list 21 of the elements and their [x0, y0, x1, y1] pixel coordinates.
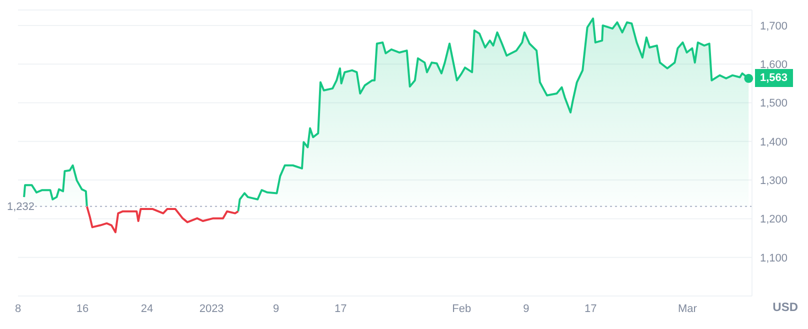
ref-line-label: 1,232 — [7, 201, 35, 214]
x-tick-label: 9 — [273, 302, 280, 315]
y-tick-label: 1,200 — [760, 214, 788, 226]
y-tick-label: 1,300 — [760, 174, 788, 187]
y-tick-label: 1,100 — [760, 252, 788, 264]
y-tick-label: 1,600 — [760, 59, 788, 72]
x-tick-label: 8 — [14, 302, 22, 315]
x-tick-label: 2023 — [199, 302, 224, 315]
x-tick-label: Mar — [678, 302, 698, 315]
x-tick-label: 24 — [140, 302, 154, 315]
annotation: 1,563 — [755, 69, 793, 88]
y-tick-label: 1,700 — [760, 20, 788, 32]
x-tick-label: 17 — [584, 302, 597, 315]
x-tick-label: 16 — [76, 302, 89, 315]
line-series — [86, 205, 240, 234]
x-tick-label: 17 — [334, 302, 347, 315]
y-tick-label: 1,500 — [760, 98, 788, 110]
y-tick-label: 1,400 — [760, 136, 788, 148]
y-axis-title: USD — [772, 300, 798, 314]
x-tick-label: Feb — [452, 302, 472, 315]
x-tick-label: 9 — [523, 302, 530, 315]
